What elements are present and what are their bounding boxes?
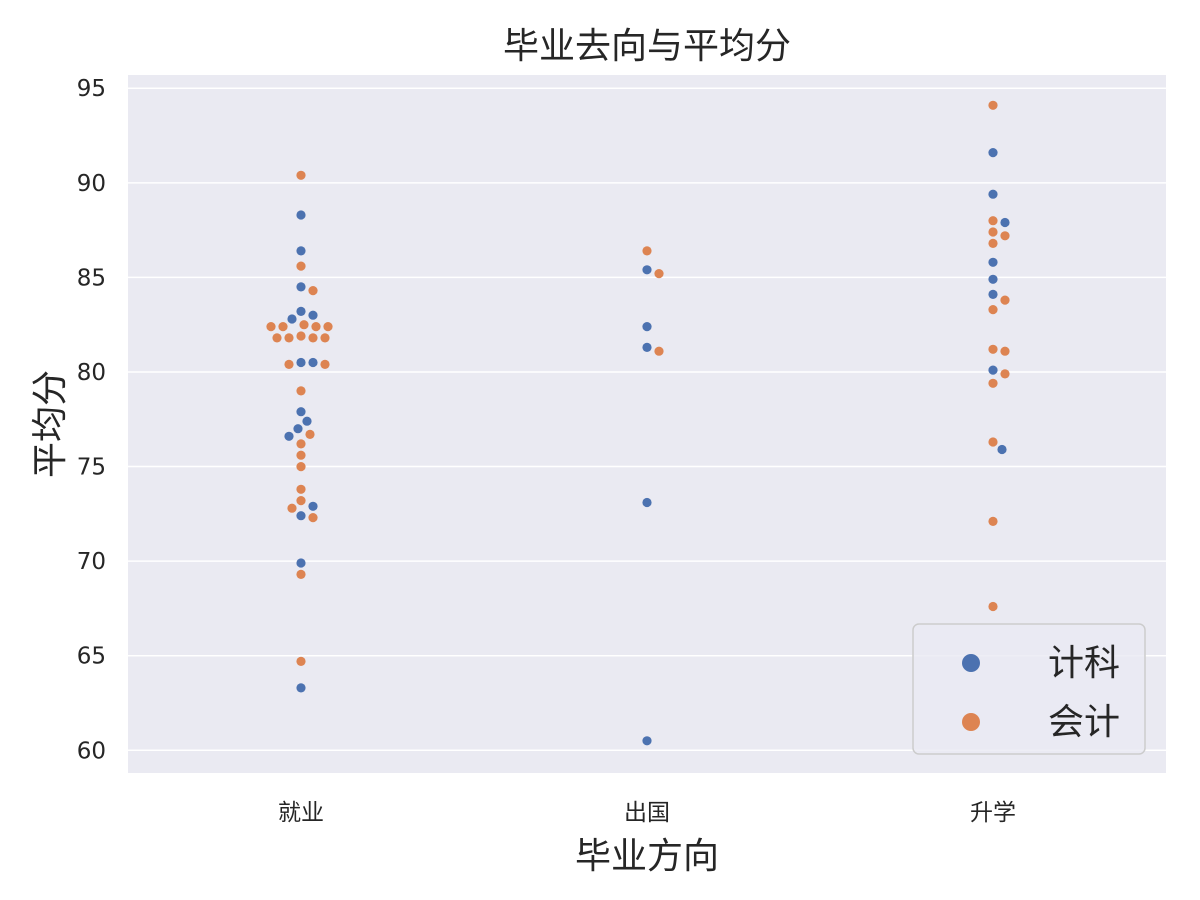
point-accounting <box>296 331 306 341</box>
x-tick-label: 出国 <box>624 800 670 826</box>
point-accounting <box>308 286 318 296</box>
point-accounting <box>988 227 998 237</box>
legend-label-accounting: 会计 <box>1048 702 1120 743</box>
point-accounting <box>1000 231 1010 241</box>
point-accounting <box>296 656 306 667</box>
x-tick-label: 升学 <box>970 800 1016 826</box>
point-cs <box>1000 217 1010 228</box>
data-points <box>266 100 1010 746</box>
point-accounting <box>284 333 294 343</box>
legend-marker-cs <box>962 654 980 672</box>
point-accounting <box>299 320 309 330</box>
point-cs <box>988 257 998 267</box>
point-accounting <box>296 439 306 449</box>
point-cs <box>296 246 306 256</box>
point-accounting <box>296 261 306 271</box>
point-cs <box>988 148 998 158</box>
point-accounting <box>284 359 294 369</box>
point-accounting <box>988 216 998 226</box>
point-accounting <box>296 484 306 494</box>
point-cs <box>284 431 294 441</box>
y-tick-label: 80 <box>77 360 106 386</box>
point-accounting <box>287 503 297 513</box>
point-accounting <box>296 496 306 506</box>
y-tick-label: 85 <box>77 265 106 291</box>
point-accounting <box>296 450 306 460</box>
point-cs <box>296 558 306 568</box>
point-cs <box>296 357 306 368</box>
point-accounting <box>296 569 306 580</box>
point-cs <box>308 310 318 320</box>
point-cs <box>642 342 652 352</box>
point-accounting <box>320 333 330 343</box>
point-cs <box>642 497 652 508</box>
point-accounting <box>296 462 306 472</box>
x-tick-labels: 就业 出国 升学 <box>278 800 1016 826</box>
point-accounting <box>988 344 998 354</box>
chart-title: 毕业去向与平均分 <box>503 26 791 67</box>
point-cs <box>988 189 998 199</box>
point-accounting <box>988 238 998 248</box>
point-cs <box>308 501 318 511</box>
point-cs <box>293 424 303 434</box>
legend: 计科 会计 <box>912 623 1146 755</box>
point-accounting <box>1000 369 1010 379</box>
point-cs <box>642 322 652 332</box>
point-accounting <box>1000 346 1010 356</box>
point-accounting <box>988 305 998 315</box>
y-tick-labels: 60 65 70 75 80 85 90 95 <box>77 76 106 764</box>
point-accounting <box>654 346 664 356</box>
point-cs <box>302 416 312 426</box>
x-tick-label: 就业 <box>278 800 324 826</box>
point-accounting <box>296 386 306 396</box>
point-cs <box>642 736 652 746</box>
point-accounting <box>1000 295 1010 305</box>
y-tick-label: 70 <box>77 549 106 575</box>
legend-label-cs: 计科 <box>1048 643 1120 684</box>
point-accounting <box>311 322 321 332</box>
point-accounting <box>305 429 315 439</box>
point-cs <box>642 265 652 275</box>
point-accounting <box>654 269 664 279</box>
y-tick-label: 60 <box>77 738 106 764</box>
point-accounting <box>988 516 998 527</box>
point-cs <box>296 511 306 521</box>
point-accounting <box>308 333 318 343</box>
point-cs <box>296 407 306 417</box>
point-cs <box>296 306 306 316</box>
point-accounting <box>988 378 998 388</box>
point-accounting <box>278 322 288 332</box>
legend-marker-accounting <box>962 713 980 731</box>
y-tick-label: 75 <box>77 455 106 481</box>
point-accounting <box>323 322 333 332</box>
point-accounting <box>296 170 306 180</box>
point-cs <box>296 210 306 220</box>
point-cs <box>988 289 998 299</box>
point-accounting <box>988 100 998 110</box>
y-axis-title: 平均分 <box>30 370 71 478</box>
point-cs <box>997 444 1007 455</box>
point-accounting <box>320 359 330 369</box>
x-axis-title: 毕业方向 <box>575 836 719 877</box>
y-tick-label: 90 <box>77 171 106 197</box>
y-tick-label: 95 <box>77 76 106 102</box>
point-accounting <box>988 437 998 447</box>
point-accounting <box>642 246 652 256</box>
point-accounting <box>266 322 276 332</box>
point-accounting <box>308 513 318 523</box>
point-cs <box>988 274 998 284</box>
point-cs <box>988 365 998 375</box>
point-cs <box>296 683 306 693</box>
y-tick-label: 65 <box>77 644 106 670</box>
point-accounting <box>988 601 998 612</box>
point-cs <box>287 314 297 324</box>
point-cs <box>296 282 306 292</box>
point-cs <box>308 357 318 368</box>
point-accounting <box>272 333 282 343</box>
